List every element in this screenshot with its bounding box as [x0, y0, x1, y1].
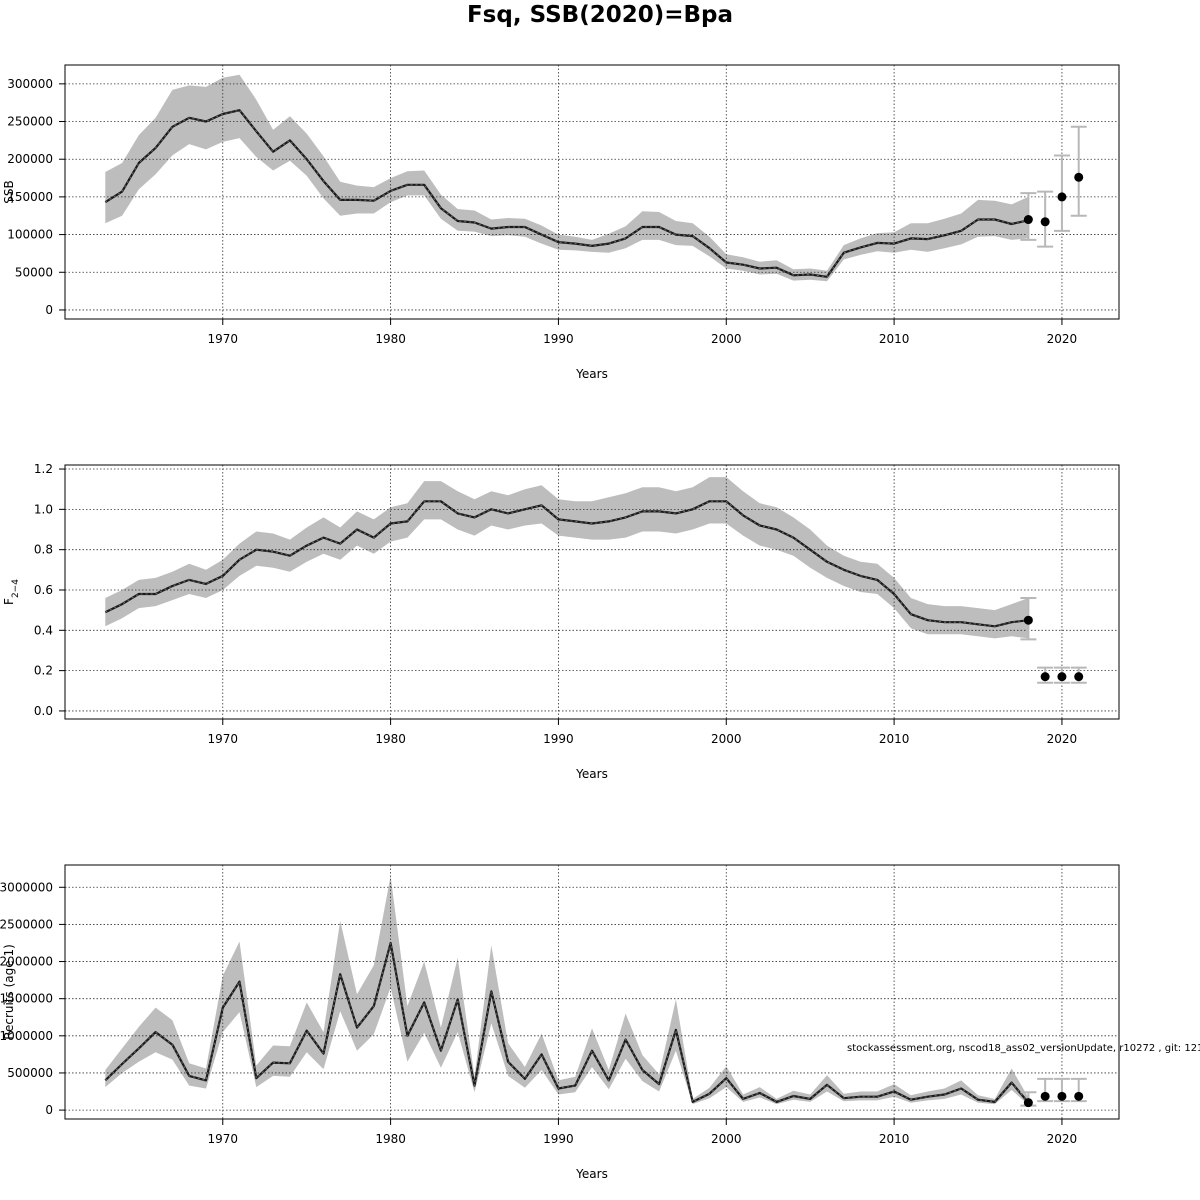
confidence-band: [105, 74, 1029, 282]
x-tick-label: 1970: [207, 1132, 238, 1146]
x-axis-title: Years: [575, 367, 608, 381]
projection-point: [1057, 192, 1067, 202]
confidence-band: [105, 876, 1029, 1105]
y-tick-label: 0.0: [34, 704, 53, 718]
projection-point: [1040, 1091, 1050, 1101]
plot-frame: [64, 464, 1120, 720]
projection-point: [1074, 672, 1084, 682]
projection-point: [1023, 615, 1033, 625]
projection-point: [1074, 1091, 1084, 1101]
y-tick-label: 100000: [7, 228, 53, 242]
y-axis-title: F2−4: [2, 579, 21, 605]
projection-point: [1023, 215, 1033, 225]
x-tick-label: 1970: [207, 332, 238, 346]
projection-point: [1040, 217, 1050, 227]
y-tick-label: 2500000: [0, 917, 53, 931]
y-tick-label: 2000000: [0, 955, 53, 969]
x-tick-label: 2000: [711, 332, 742, 346]
x-tick-label: 1990: [543, 332, 574, 346]
panel-3: 0 500000 1000000 1500000 2000000 2500000 30000…: [0, 864, 1200, 1181]
plot-frame: [64, 864, 1120, 1120]
projection-point: [1023, 1098, 1033, 1108]
y-tick-label: 200000: [7, 152, 53, 166]
y-tick-label: 300000: [7, 77, 53, 91]
projection-point: [1040, 672, 1050, 682]
y-tick-label: 0.2: [34, 664, 53, 678]
x-tick-label: 1980: [375, 332, 406, 346]
x-tick-label: 2000: [711, 732, 742, 746]
estimate-line-dots: [105, 500, 1029, 627]
y-tick-label: 1.0: [34, 502, 53, 516]
x-tick-label: 1990: [543, 732, 574, 746]
x-tick-label: 2010: [879, 332, 910, 346]
x-tick-label: 2000: [711, 1132, 742, 1146]
projection-point: [1074, 172, 1084, 182]
y-axis-title: SSB: [2, 180, 16, 203]
y-tick-label: 0: [45, 1103, 53, 1117]
y-tick-label: 1000000: [0, 1029, 53, 1043]
y-axis-title: Recruits (age 1): [2, 944, 16, 1040]
x-axis-title: Years: [575, 767, 608, 781]
x-tick-label: 2020: [1047, 1132, 1078, 1146]
x-tick-label: 2010: [879, 732, 910, 746]
chart-title: Fsq, SSB(2020)=Bpa: [466, 2, 734, 28]
x-tick-label: 1970: [207, 732, 238, 746]
y-tick-label: 0.8: [34, 543, 53, 557]
x-tick-label: 2010: [879, 1132, 910, 1146]
x-axis-title: Years: [575, 1167, 608, 1181]
x-tick-label: 1980: [375, 1132, 406, 1146]
x-tick-label: 2020: [1047, 732, 1078, 746]
panel-2: 0.0 0.2 0.4 0.6 0.8 1.0 1.2 1970 1980 1990 2000 201…: [2, 462, 1120, 781]
x-tick-label: 1990: [543, 1132, 574, 1146]
footnote-text: stockassessment.org, nscod18_ass02_versi…: [847, 1043, 1200, 1054]
y-tick-label: 1.2: [34, 462, 53, 476]
y-tick-label: 50000: [15, 265, 53, 279]
plot-frame: [64, 64, 1120, 320]
y-tick-label: 3000000: [0, 880, 53, 894]
estimate-line-dots: [105, 109, 1029, 278]
y-tick-label: 500000: [7, 1066, 53, 1080]
y-tick-label: 150000: [7, 190, 53, 204]
y-axis-title-subscript: 2−4: [11, 579, 21, 598]
projection-point: [1057, 1091, 1067, 1101]
y-tick-label: 0.6: [34, 583, 53, 597]
projection-point: [1057, 672, 1067, 682]
x-tick-label: 2020: [1047, 332, 1078, 346]
panel-1: 0 50000 100000 150000 200000 250000 300000 1970…: [2, 64, 1120, 381]
y-tick-label: 0: [45, 303, 53, 317]
x-tick-label: 1980: [375, 732, 406, 746]
estimate-line-dots: [104, 942, 1029, 1104]
y-tick-label: 0.4: [34, 623, 53, 637]
y-tick-label: 1500000: [0, 992, 53, 1006]
y-tick-label: 250000: [7, 115, 53, 129]
